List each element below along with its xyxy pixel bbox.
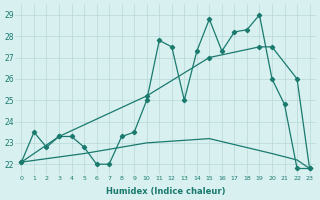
- X-axis label: Humidex (Indice chaleur): Humidex (Indice chaleur): [106, 187, 225, 196]
